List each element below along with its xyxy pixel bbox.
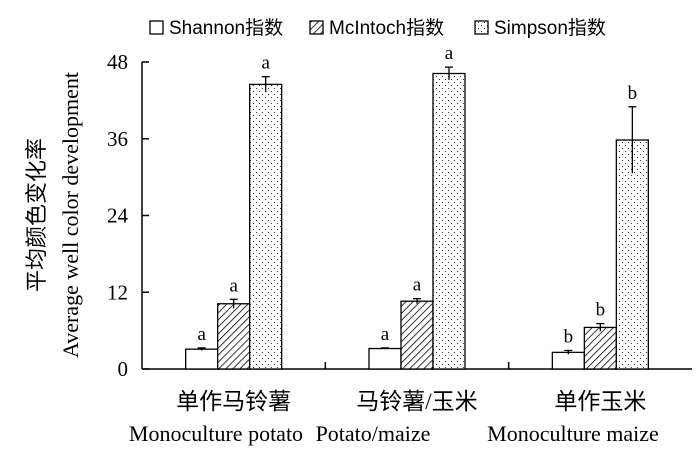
- bar-white: [551, 351, 585, 370]
- bar-white: [185, 348, 219, 370]
- x-category-label-cn: 单作玉米: [554, 389, 646, 414]
- y-tick-label: 24: [107, 204, 129, 228]
- x-category-label-en: Monoculture potato: [129, 421, 303, 446]
- bar-dots: [432, 72, 466, 370]
- significance-letter: a: [413, 275, 422, 296]
- y-axis-label-cn: 平均颜色变化率: [24, 138, 49, 292]
- x-category-label-en: Monoculture maize: [487, 421, 659, 446]
- significance-letter: a: [261, 53, 270, 74]
- bar-hatch: [583, 326, 617, 370]
- bar-hatch: [400, 300, 434, 370]
- legend-swatch-white: [149, 20, 164, 35]
- significance-letter: b: [564, 326, 574, 347]
- bar-dots: [615, 139, 649, 370]
- significance-letter: a: [229, 275, 238, 296]
- x-category-label-en: Potato/maize: [316, 421, 431, 446]
- x-category-labels: 单作马铃薯 Monoculture potato 马铃薯/玉米 Potato/maiz…: [129, 389, 659, 446]
- x-category-label-cn: 单作马铃薯: [176, 389, 291, 414]
- legend-label: Shannon指数: [169, 17, 283, 39]
- legend-label: Simpson指数: [494, 17, 606, 39]
- legend: Shannon指数 McIntoch指数 Simpson指数: [149, 17, 606, 39]
- legend-label: McIntoch指数: [329, 17, 444, 39]
- significance-letter: b: [628, 83, 638, 104]
- x-category-label-cn: 马铃薯/玉米: [356, 389, 477, 414]
- significance-letter: a: [381, 324, 390, 345]
- y-tick-label: 36: [107, 127, 128, 151]
- legend-swatch-hatch: [309, 20, 324, 35]
- significance-letter: a: [445, 43, 454, 64]
- y-tick-label: 0: [118, 357, 129, 381]
- legend-swatch-dots: [474, 20, 489, 35]
- y-tick-label: 48: [107, 50, 128, 74]
- y-tick-label: 12: [107, 280, 128, 304]
- significance-letter: b: [596, 300, 606, 321]
- significance-letters: a a a a a a b b b: [197, 43, 637, 347]
- y-axis-label-en: Average well color development: [58, 72, 83, 358]
- bar-white: [368, 347, 402, 370]
- y-axis: 0 12 24 36 48: [107, 50, 149, 381]
- bar-hatch: [217, 303, 251, 370]
- significance-letter: a: [197, 324, 206, 345]
- bar-dots: [249, 83, 283, 370]
- error-bars: [197, 66, 637, 355]
- bars: [185, 72, 649, 370]
